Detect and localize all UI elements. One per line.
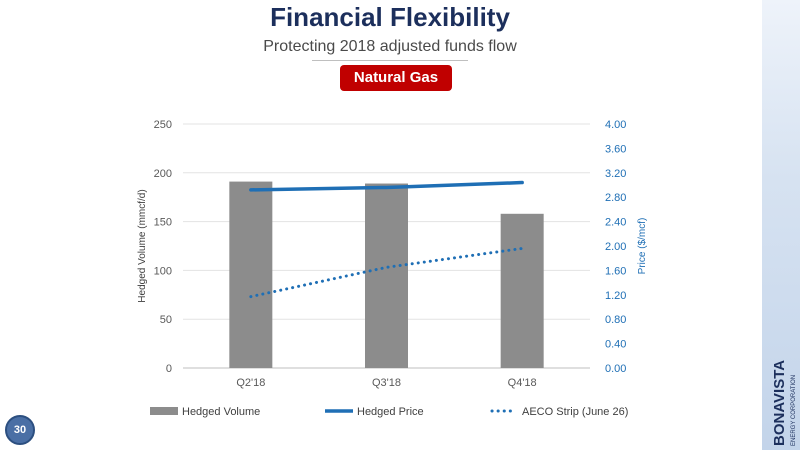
- right-tick-label: 2.40: [605, 217, 626, 229]
- slide-title: Financial Flexibility: [270, 2, 510, 32]
- hedged-volume-bar: [229, 181, 273, 368]
- hedged-price-line: [249, 180, 524, 192]
- left-tick-label: 100: [154, 265, 172, 277]
- left-tick-label: 250: [154, 119, 172, 131]
- subtitle-underline: [312, 60, 468, 61]
- legend-label: Hedged Price: [357, 406, 424, 418]
- natural-gas-badge: Natural Gas: [340, 65, 452, 91]
- brand-name: BONAVISTA: [771, 360, 788, 446]
- left-tick-label: 200: [154, 168, 172, 180]
- right-tick-label: 0.80: [605, 314, 626, 326]
- right-axis-title: Price ($/mcf): [637, 218, 648, 275]
- right-tick-label: 0.00: [605, 363, 626, 375]
- bonavista-logo: BONAVISTA ENERGY CORPORATION: [771, 360, 797, 446]
- decorative-side-stripe: [762, 0, 800, 450]
- right-tick-label: 1.60: [605, 265, 626, 277]
- right-tick-label: 4.00: [605, 119, 626, 131]
- price-lines: [249, 180, 524, 299]
- left-tick-label: 50: [160, 314, 172, 326]
- hedged-volume-bar: [500, 213, 544, 368]
- slide-subtitle: Protecting 2018 adjusted funds flow: [263, 38, 517, 55]
- brand-tagline: ENERGY CORPORATION: [791, 375, 797, 446]
- left-tick-label: 150: [154, 217, 172, 229]
- hedged-volume-bar: [365, 183, 408, 368]
- legend-label: Hedged Volume: [182, 406, 260, 418]
- axis-ticks: 0 50 100 150 200 250 0.00 0.40 0.80 1.20 1.60 2.00 2…: [154, 119, 627, 389]
- legend: Hedged Volume Hedged Price AECO Strip (Jun…: [150, 406, 628, 418]
- right-tick-label: 2.00: [605, 241, 626, 253]
- right-tick-label: 3.60: [605, 143, 626, 155]
- hedged-volume-bars: [229, 181, 544, 368]
- right-tick-label: 1.20: [605, 290, 626, 302]
- right-tick-label: 2.80: [605, 192, 626, 204]
- right-tick-label: 0.40: [605, 339, 626, 351]
- left-axis-title: Hedged Volume (mmcf/d): [137, 189, 148, 302]
- legend-swatch-hedged-volume: [150, 407, 178, 415]
- right-tick-label: 3.20: [605, 168, 626, 180]
- category-label: Q4'18: [508, 377, 537, 389]
- category-label: Q3'18: [372, 377, 401, 389]
- legend-label: AECO Strip (June 26): [522, 406, 628, 418]
- page-number-badge: 30: [5, 415, 35, 445]
- left-tick-label: 0: [166, 363, 172, 375]
- category-label: Q2'18: [236, 377, 265, 389]
